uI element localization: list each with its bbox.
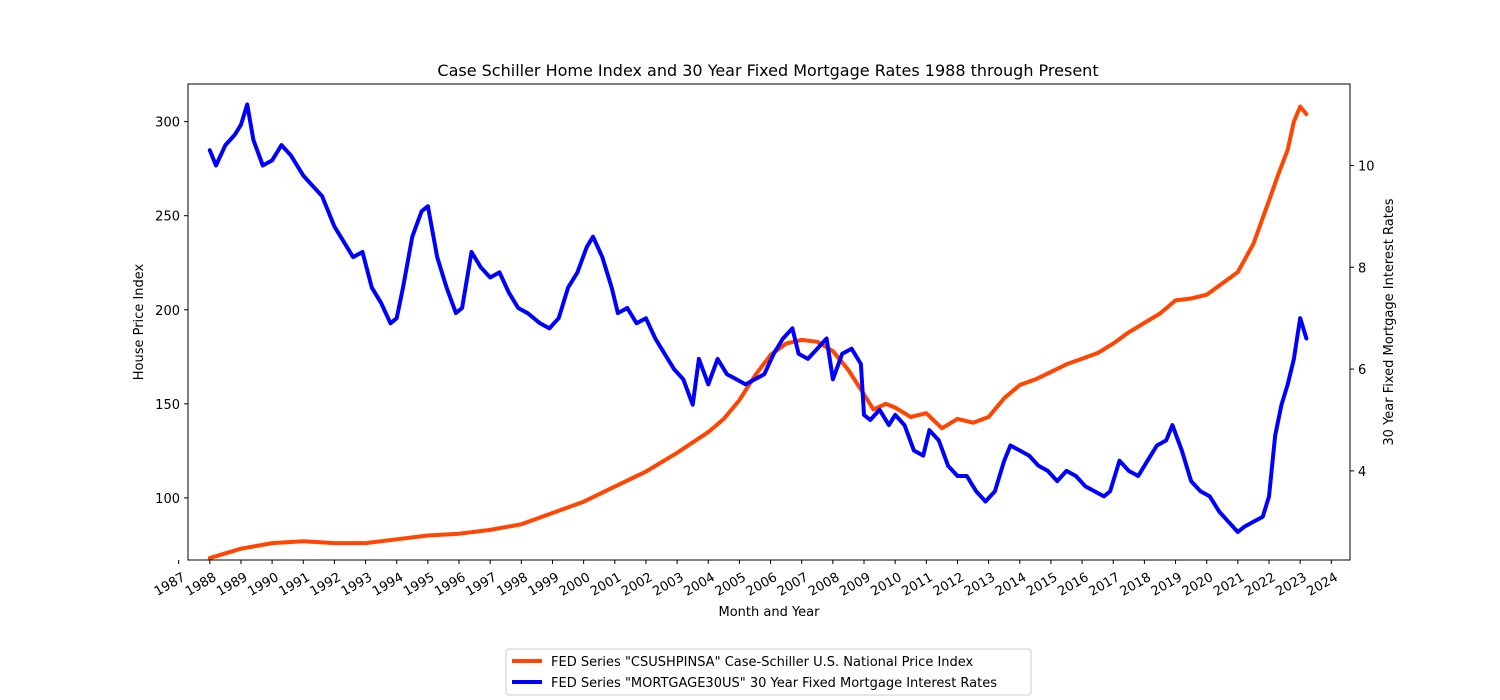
x-tick-label: 2016	[1055, 570, 1091, 600]
x-tick-label: 2023	[1273, 570, 1309, 600]
x-tick-label: 2000	[557, 570, 593, 600]
x-tick-label: 1993	[339, 570, 375, 600]
series-line-mortgage-rate	[207, 102, 1309, 534]
legend: FED Series "CSUSHPINSA" Case-Schiller U.…	[505, 648, 1032, 696]
y-tick-label: 150	[155, 398, 180, 413]
right-y-axis-title: 30 Year Fixed Mortgage Interest Rates	[1382, 198, 1397, 445]
x-tick-label: 1999	[526, 570, 562, 600]
x-tick-label: 2004	[681, 570, 717, 600]
legend-label-price-index: FED Series "CSUSHPINSA" Case-Schiller U.…	[551, 655, 974, 670]
x-tick-label: 2006	[744, 570, 780, 600]
x-tick-label: 2022	[1242, 570, 1278, 600]
y-tick-label: 250	[155, 210, 180, 225]
x-tick-label: 2013	[962, 570, 998, 600]
x-tick-label: 2010	[868, 570, 904, 600]
x-tick-label: 2009	[837, 570, 873, 600]
x-tick-label: 1990	[245, 570, 281, 600]
y2-tick-label: 6	[1358, 363, 1366, 378]
x-tick-label: 2007	[775, 570, 811, 600]
x-tick-label: 2024	[1305, 570, 1341, 600]
legend-label-mortgage-rate: FED Series "MORTGAGE30US" 30 Year Fixed …	[551, 676, 997, 691]
chart-title: Case Schiller Home Index and 30 Year Fix…	[437, 61, 1098, 80]
x-tick-label: 2008	[806, 570, 842, 600]
x-tick-label: 1998	[495, 570, 531, 600]
y-tick-label: 300	[155, 116, 180, 131]
x-tick-label: 2003	[650, 570, 686, 600]
x-tick-label: 1992	[308, 570, 344, 600]
x-tick-label: 2002	[619, 570, 655, 600]
x-tick-label: 2017	[1086, 570, 1122, 600]
y2-tick-label: 4	[1358, 465, 1366, 480]
x-tick-label: 2011	[900, 570, 936, 600]
x-tick-label: 2001	[588, 570, 624, 600]
y2-tick-label: 8	[1358, 261, 1366, 276]
x-tick-label: 1996	[432, 570, 468, 600]
x-tick-label: 2005	[713, 570, 749, 600]
x-tick-label: 2012	[931, 570, 967, 600]
x-tick-label: 1997	[463, 570, 499, 600]
x-axis-title: Month and Year	[719, 605, 821, 620]
y-tick-label: 100	[155, 492, 180, 507]
x-tick-label: 1987	[152, 570, 188, 600]
x-axis: 1987198819891990199119921993199419951996…	[152, 560, 1341, 600]
plot-lines	[207, 102, 1309, 561]
x-tick-label: 2020	[1180, 570, 1216, 600]
left-y-axis-title: House Price Index	[132, 263, 147, 380]
x-tick-label: 1989	[214, 570, 250, 600]
x-tick-label: 2019	[1149, 570, 1185, 600]
x-tick-label: 2015	[1024, 570, 1060, 600]
y-tick-label: 200	[155, 304, 180, 319]
y2-tick-label: 10	[1358, 159, 1375, 174]
x-tick-label: 1994	[370, 570, 406, 600]
right-y-axis: 4 6 8 10	[1350, 159, 1375, 480]
x-tick-label: 1988	[183, 570, 219, 600]
x-tick-label: 1995	[401, 570, 437, 600]
plot-frame	[187, 83, 1351, 561]
series-line-price-index	[207, 104, 1309, 561]
x-tick-label: 2014	[993, 570, 1029, 600]
x-tick-label: 2018	[1118, 570, 1154, 600]
x-tick-label: 1991	[277, 570, 313, 600]
x-tick-label: 2021	[1211, 570, 1247, 600]
legend-box	[505, 648, 1032, 696]
left-y-axis: 100 150 200 250 300	[155, 116, 188, 507]
